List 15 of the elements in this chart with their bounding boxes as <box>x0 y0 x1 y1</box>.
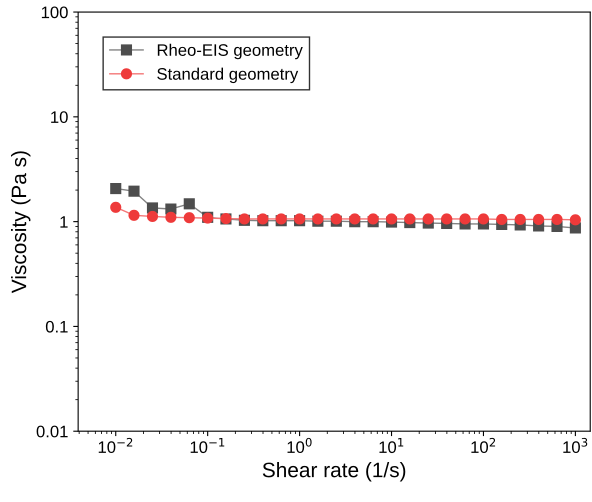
x-tick-label: 10$^{−2}$ <box>98 438 132 454</box>
legend-label: Rheo-EIS geometry <box>158 44 303 60</box>
y-tick-label: 0.1 <box>46 320 68 333</box>
y-tick-label: 1 <box>60 216 68 228</box>
y-tick-label: 100 <box>42 6 68 18</box>
legend-label: Standard geometry <box>157 68 298 84</box>
x-tick-label: 10$^{2}$ <box>471 438 496 454</box>
x-tick-label: 10$^{−1}$ <box>190 438 224 454</box>
y-tick-label: 0.01 <box>36 426 68 438</box>
y-tick-label: 10 <box>51 111 68 124</box>
x-tick-label: 10$^{1}$ <box>379 438 404 454</box>
y-axis-title: Viscosity (Pa s) <box>11 151 30 294</box>
x-tick-label: 10$^{3}$ <box>563 438 588 454</box>
x-axis-title: Shear rate (1/s) <box>262 462 406 482</box>
x-tick-label: 10$^{0}$ <box>288 438 312 454</box>
